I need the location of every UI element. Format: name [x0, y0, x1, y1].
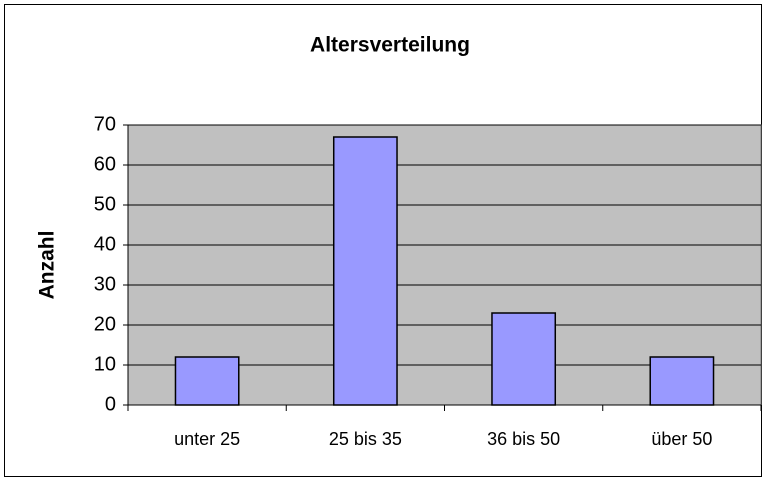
bar [332, 136, 398, 406]
y-axis-label: Anzahl [36, 231, 59, 300]
y-tick-label: 0 [105, 393, 116, 415]
y-tick-label: 40 [94, 233, 116, 255]
y-tick-label: 10 [94, 353, 116, 375]
x-tick-label: unter 25 [174, 429, 240, 449]
x-tick-label: 36 bis 50 [487, 429, 560, 449]
y-tick-label: 50 [94, 193, 116, 215]
y-tick-label: 70 [94, 113, 116, 135]
y-tick-label: 30 [94, 273, 116, 295]
x-tick-label: 25 bis 35 [329, 429, 402, 449]
y-tick-label: 20 [94, 313, 116, 335]
x-tick-label: über 50 [651, 429, 712, 449]
bar [174, 356, 240, 406]
bar [649, 356, 715, 406]
y-tick-label: 60 [94, 153, 116, 175]
chart-title: Altersverteilung [310, 34, 470, 57]
bar [491, 312, 557, 406]
